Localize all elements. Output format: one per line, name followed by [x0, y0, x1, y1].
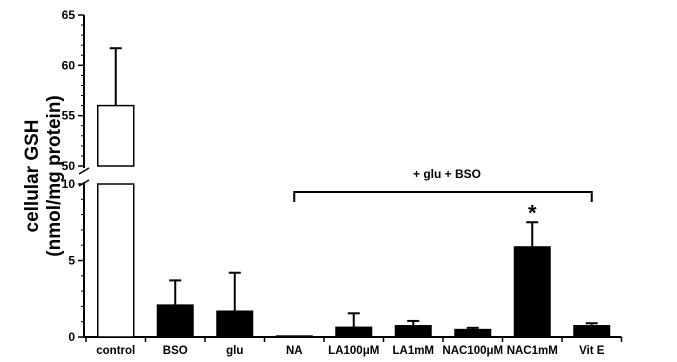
- bar-BSO: [156, 304, 194, 338]
- y-axis-title-line-1: cellular GSH: [22, 120, 43, 233]
- x-tick-label: BSO: [163, 345, 188, 357]
- y-tick-label-upper: 60: [62, 58, 76, 72]
- y-tick-label-upper: 65: [62, 8, 76, 22]
- x-tick-label: NA: [286, 345, 303, 357]
- x-tick-label: LA100μM: [328, 345, 379, 357]
- y-tick-label-upper: 50: [62, 159, 76, 173]
- x-tick-label: NAC1mM: [507, 345, 558, 357]
- y-axis-title: cellular GSH (nmol/mg protein): [22, 95, 65, 256]
- bar-LA100μM: [335, 326, 373, 338]
- bracket-line: [293, 191, 593, 202]
- bars: [97, 47, 611, 338]
- annotations: + glu + BSO *: [293, 167, 593, 225]
- x-tick-label: LA1mM: [392, 345, 434, 357]
- bar-NAC100μM: [454, 328, 492, 338]
- bar-NA: [275, 335, 313, 338]
- x-tick-label: glu: [226, 345, 243, 357]
- x-axis-labels: control BSO glu NA LA100μM LA1mM NAC100μM NAC1m…: [96, 345, 604, 357]
- y-tick-label-lower: 0: [68, 330, 75, 344]
- x-tick-label: Vit E: [579, 345, 605, 357]
- bar-control-upper: [97, 104, 135, 167]
- y-tick-label-lower: 10: [62, 177, 76, 191]
- y-tick-label-upper: 55: [62, 109, 76, 123]
- axis-break-mark-lower: [78, 179, 90, 187]
- bracket-label: + glu + BSO: [413, 167, 481, 181]
- x-tick-label: NAC100μM: [442, 345, 503, 357]
- bar-control-lower: [97, 183, 135, 338]
- bar-NAC1mM: [513, 246, 551, 338]
- y-tick-label-lower: 5: [68, 254, 75, 268]
- y-axis-title-line-2: (nmol/mg protein): [44, 95, 65, 256]
- significance-marker: *: [528, 200, 537, 225]
- axis-break-mark-upper: [78, 167, 90, 175]
- bar-LA1mM: [394, 325, 432, 338]
- bar-glu: [216, 310, 254, 338]
- x-tick-label: control: [96, 345, 135, 357]
- bar-Vit E: [573, 325, 611, 338]
